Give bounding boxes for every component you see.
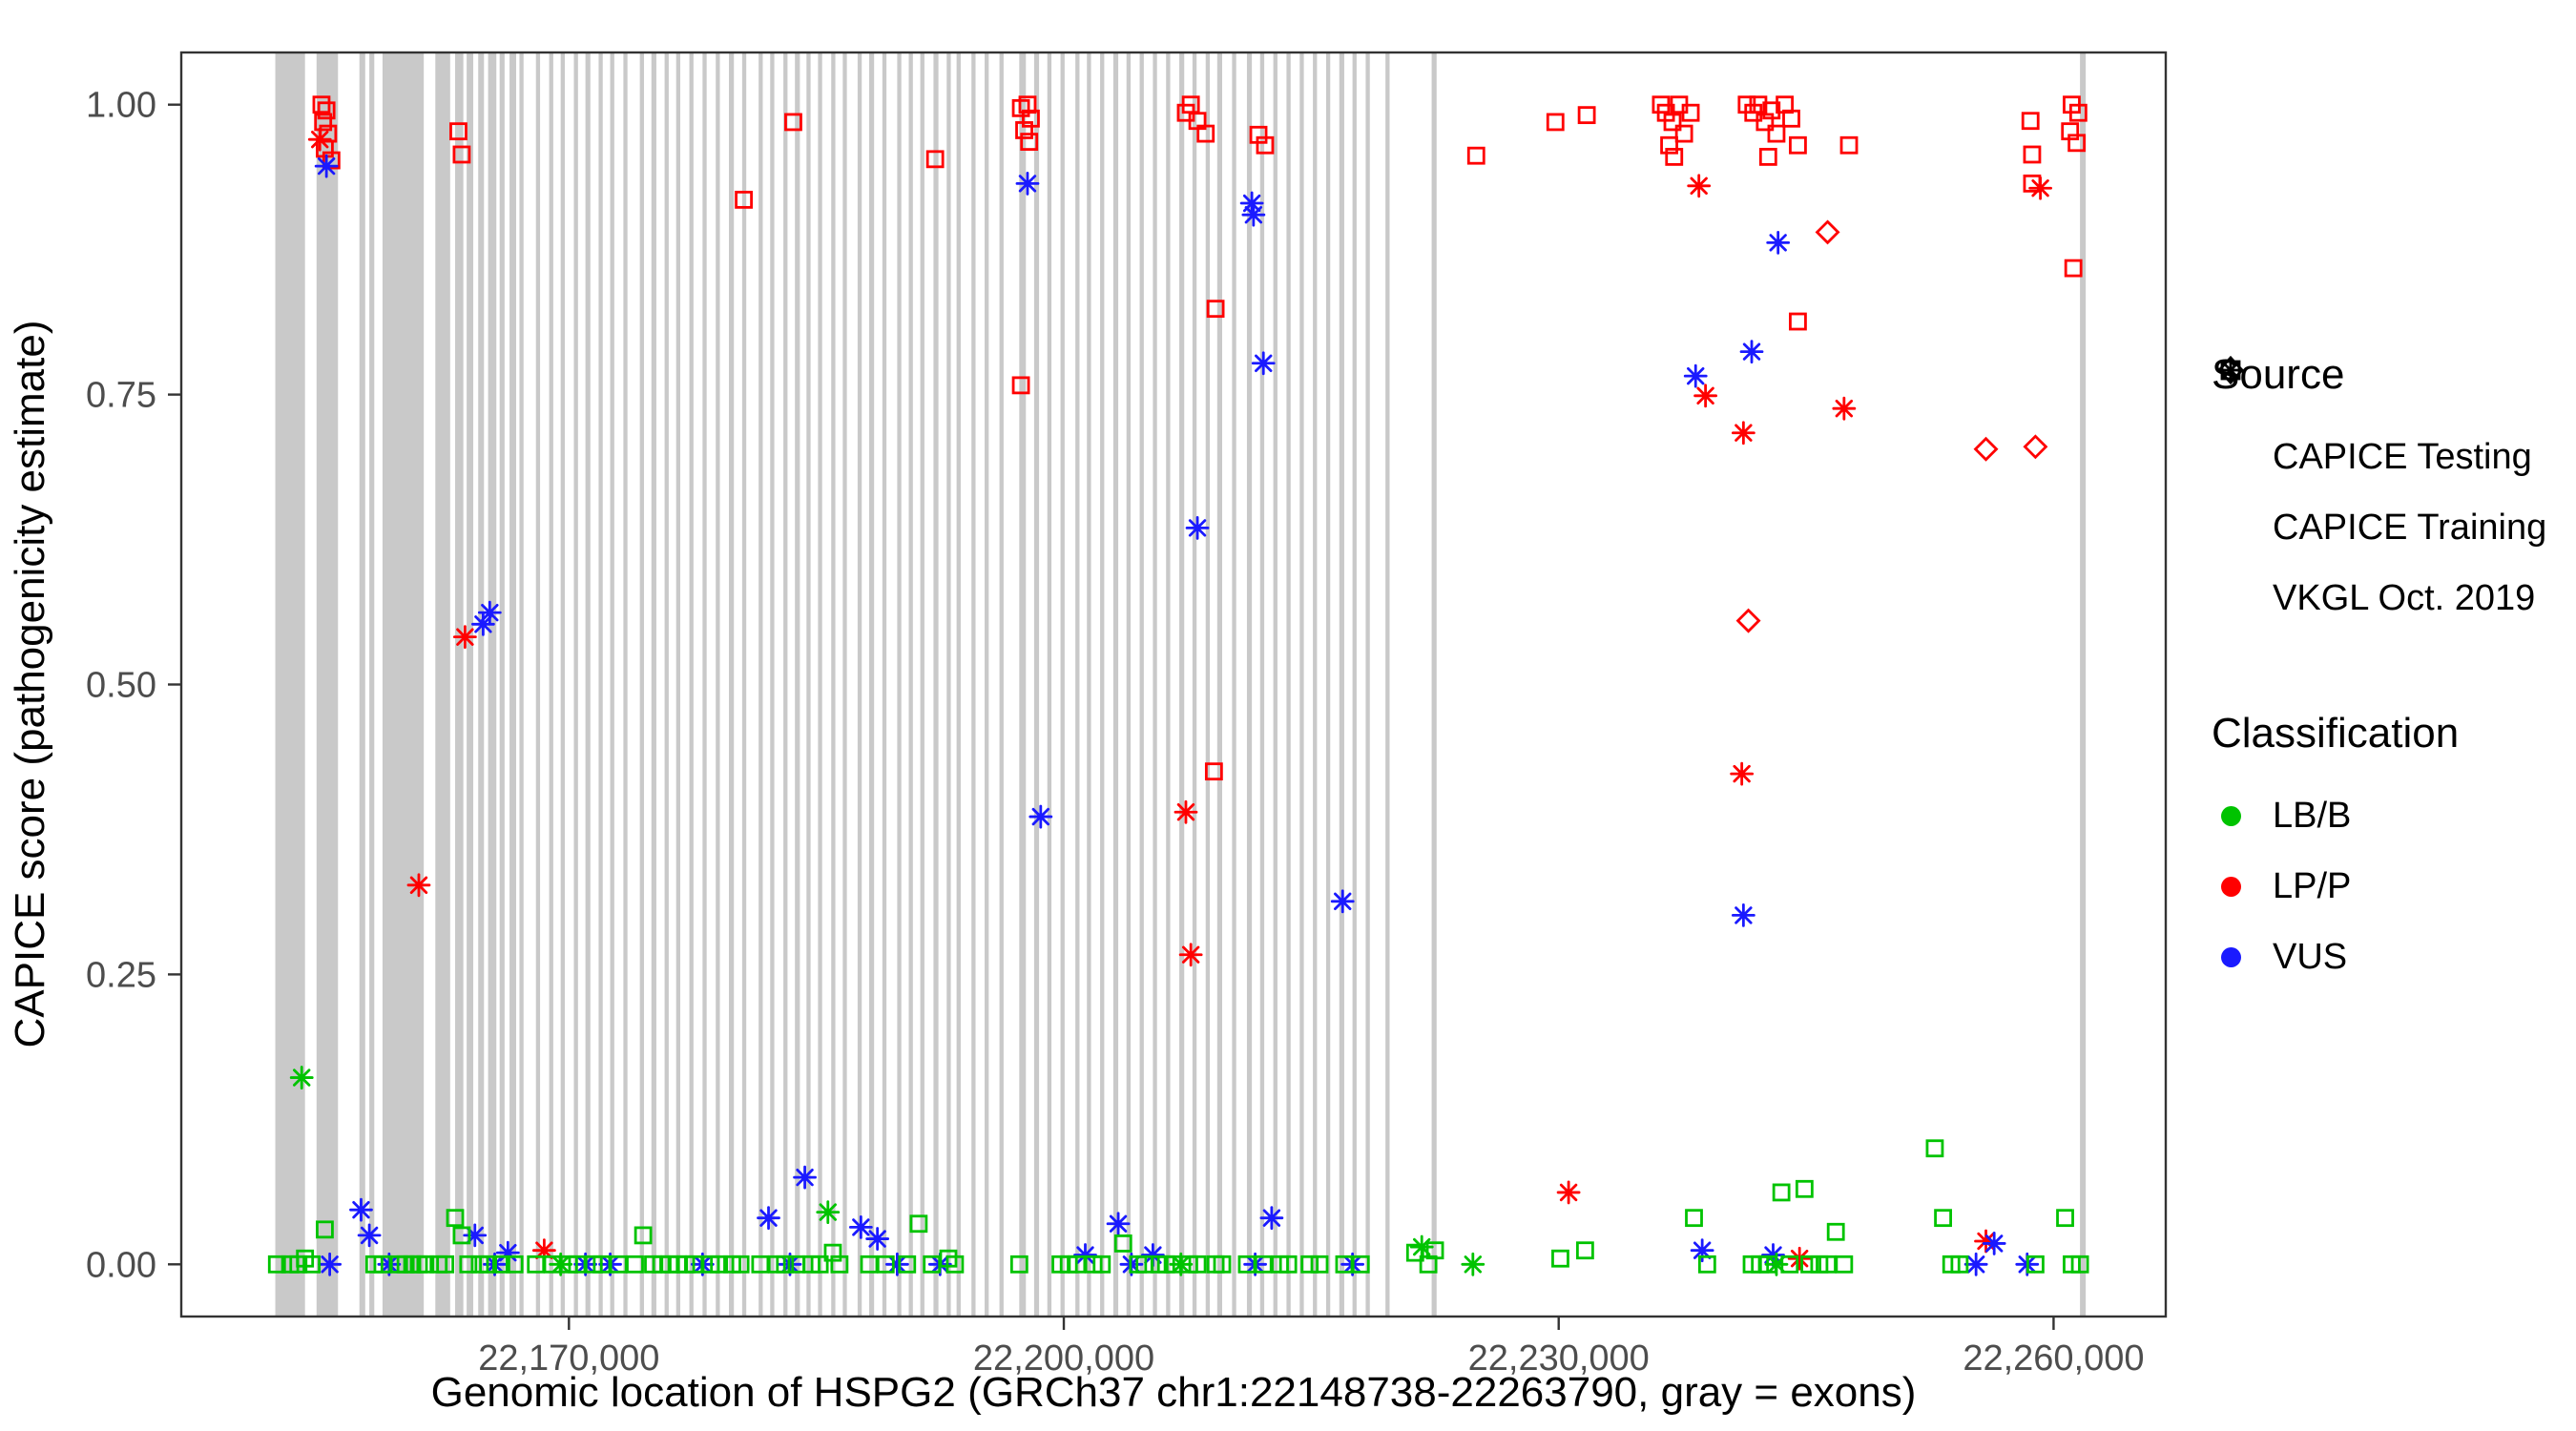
diamond-icon <box>2212 355 2250 476</box>
exon-bars <box>275 52 2087 1317</box>
legend-item-vus: VUS <box>2212 922 2565 992</box>
green-dot-icon <box>2212 797 2250 835</box>
legend-label-vkgl: VKGL Oct. 2019 <box>2273 577 2536 618</box>
legend-label-lpp: LP/P <box>2273 865 2352 906</box>
legend-source-title: Source <box>2212 351 2345 398</box>
svg-text:22,260,000: 22,260,000 <box>1963 1338 2144 1379</box>
svg-text:0.50: 0.50 <box>86 666 156 706</box>
legend-label-vus: VUS <box>2273 936 2348 977</box>
svg-text:22,230,000: 22,230,000 <box>1468 1338 1650 1379</box>
x-axis-title: Genomic location of HSPG2 (GRCh37 chr1:2… <box>431 1369 1917 1416</box>
legend-item-capice-training: CAPICE Training <box>2212 360 2565 563</box>
svg-text:0.25: 0.25 <box>86 955 156 995</box>
legend-item-lbb: LB/B <box>2212 780 2565 851</box>
legend-item-vkgl: VKGL Oct. 2019 <box>2212 357 2565 633</box>
asterisk-icon <box>2212 357 2250 617</box>
legend-label-lbb: LB/B <box>2273 795 2352 836</box>
svg-text:22,200,000: 22,200,000 <box>973 1338 1154 1379</box>
y-axis-title: CAPICE score (pathogenicity estimate) <box>7 321 53 1048</box>
data-points <box>267 95 2089 1276</box>
svg-text:22,170,000: 22,170,000 <box>478 1338 659 1379</box>
legend-item-lpp: LP/P <box>2212 851 2565 922</box>
legend-label-capice-training: CAPICE Training <box>2273 507 2547 548</box>
svg-text:1.00: 1.00 <box>86 86 156 126</box>
legend-source-section: Source CAPICE Testing CAPICE Training <box>2212 351 2565 633</box>
square-icon <box>2212 360 2250 547</box>
legend-item-capice-testing: CAPICE Testing <box>2212 355 2565 492</box>
axes: 22,170,000 22,200,000 22,230,000 22,260,000… <box>86 51 2168 1379</box>
blue-dot-icon <box>2212 938 2250 976</box>
svg-text:0.75: 0.75 <box>86 376 156 416</box>
legend: Source CAPICE Testing CAPICE Training <box>2212 351 2565 992</box>
legend-label-capice-testing: CAPICE Testing <box>2273 436 2532 477</box>
legend-classification-section: Classification LB/B LP/P VUS <box>2212 710 2565 992</box>
svg-text:0.00: 0.00 <box>86 1245 156 1285</box>
legend-classification-title: Classification <box>2212 710 2460 757</box>
red-dot-icon <box>2212 867 2250 905</box>
